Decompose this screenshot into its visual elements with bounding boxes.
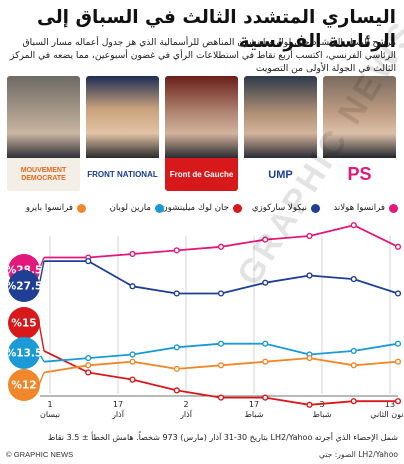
x-tick-label: 13 xyxy=(385,400,395,409)
legend-swatch xyxy=(389,203,398,213)
data-point xyxy=(394,290,402,297)
x-tick-label: كانون الثاني xyxy=(370,410,404,419)
legend-label: مارين لوبان xyxy=(109,203,151,213)
photo-hollande: PS xyxy=(323,76,396,191)
source-credit: LH2/Yahoo الصور: جتي xyxy=(319,450,398,459)
photo-melenchon: Front de Gauche xyxy=(165,76,238,191)
data-point xyxy=(306,401,313,408)
data-point xyxy=(129,250,136,258)
data-point xyxy=(394,340,402,347)
data-point xyxy=(350,398,357,405)
party-logo-front-de-gauche: Front de Gauche xyxy=(165,158,238,191)
data-point xyxy=(262,358,269,365)
data-point xyxy=(394,243,402,250)
end-connector xyxy=(38,260,45,287)
data-point xyxy=(85,362,92,369)
x-tick-label: آذار xyxy=(111,409,125,419)
legend-item-sarkozy: نيكولا ساركوزي xyxy=(242,202,320,214)
end-value-badge xyxy=(8,337,40,369)
end-value-label: %27.5 xyxy=(6,281,42,293)
series-line xyxy=(44,260,399,295)
end-value-label: %13.5 xyxy=(6,348,42,360)
data-point xyxy=(173,387,180,394)
data-point xyxy=(85,258,92,265)
end-value-label: %15 xyxy=(11,318,36,330)
photo-le-pen: FRONT NATIONAL xyxy=(86,76,159,191)
legend-item-bayrou: فرانسوا بايرو xyxy=(8,202,86,214)
legend-swatch xyxy=(77,203,86,213)
data-point xyxy=(217,290,225,297)
photo-sarkozy: UMP xyxy=(244,76,317,191)
party-logo-ps: PS xyxy=(323,158,396,191)
data-point xyxy=(306,232,313,240)
end-value-label: %12 xyxy=(11,380,36,392)
legend-swatch xyxy=(311,203,320,213)
end-value-badge xyxy=(8,307,40,339)
data-point xyxy=(262,394,269,401)
legend-label: فرانسوا بايرو xyxy=(25,203,73,213)
chart-legend: فرانسوا هولاند نيكولا ساركوزي جان لوك مي… xyxy=(2,202,398,214)
survey-note: شمل الإحصاء الذي أجرته LH2/Yahoo بتاريخ … xyxy=(47,433,398,442)
data-point xyxy=(262,236,269,243)
end-connector xyxy=(38,322,45,352)
legend-label: نيكولا ساركوزي xyxy=(251,203,307,213)
data-point xyxy=(173,247,180,254)
end-value-badge xyxy=(8,369,40,401)
data-point xyxy=(306,272,313,279)
data-point xyxy=(350,222,357,229)
data-point xyxy=(85,354,92,362)
data-point xyxy=(217,362,225,369)
data-point xyxy=(262,279,269,286)
photo-bayrou: MOUVEMENT DEMOCRATE xyxy=(7,76,80,191)
data-point xyxy=(217,394,225,401)
copyright: © GRAPHIC NEWS xyxy=(6,450,74,459)
x-tick-label: 2 xyxy=(183,400,188,409)
chart-title: اليساري المتشدد الثالث في السباق إلى الر… xyxy=(37,7,396,52)
data-point xyxy=(129,358,136,365)
x-tick-label: 1 xyxy=(47,400,52,409)
legend-item-le-pen: مارين لوبان xyxy=(86,202,164,214)
data-point xyxy=(306,354,313,362)
legend-swatch xyxy=(233,203,242,213)
data-point xyxy=(350,347,357,355)
data-point xyxy=(129,351,136,358)
x-tick-label: 17 xyxy=(249,400,259,409)
legend-label: جان لوك ميلينشون xyxy=(161,203,230,213)
credits: © GRAPHIC NEWS LH2/Yahoo الصور: جتي xyxy=(6,450,398,459)
data-point xyxy=(217,340,225,347)
x-tick-label: 17 xyxy=(113,400,123,409)
legend-item-hollande: فرانسوا هولاند xyxy=(320,202,398,214)
end-value-badge xyxy=(8,270,40,302)
data-point xyxy=(217,243,225,250)
party-logo-ump: UMP xyxy=(244,158,317,191)
legend-label: فرانسوا هولاند xyxy=(333,203,385,213)
legend-swatch xyxy=(155,203,164,213)
data-point xyxy=(129,283,136,290)
data-point xyxy=(173,365,180,372)
x-tick-label: شباط xyxy=(245,410,264,419)
chart-intro: مرشح اليسار المتشدد جان لوك ميلينشون الم… xyxy=(10,37,396,75)
data-point xyxy=(350,275,357,283)
data-point xyxy=(173,290,180,297)
data-point xyxy=(262,340,269,347)
data-point xyxy=(173,344,180,351)
data-point xyxy=(350,362,357,369)
data-point xyxy=(85,369,92,376)
x-tick-label: شباط xyxy=(313,410,332,419)
data-point xyxy=(394,398,402,405)
data-point xyxy=(394,358,402,365)
x-tick-label: نيسان xyxy=(40,410,60,419)
data-point xyxy=(129,376,136,383)
party-logo-fn: FRONT NATIONAL xyxy=(86,158,159,191)
party-logo-modem: MOUVEMENT DEMOCRATE xyxy=(7,158,80,191)
candidate-photos: MOUVEMENT DEMOCRATE FRONT NATIONAL Front… xyxy=(7,76,397,194)
x-tick-label: آذار xyxy=(179,409,193,419)
series-line xyxy=(44,224,399,259)
legend-item-melenchon: جان لوك ميلينشون xyxy=(161,202,242,214)
